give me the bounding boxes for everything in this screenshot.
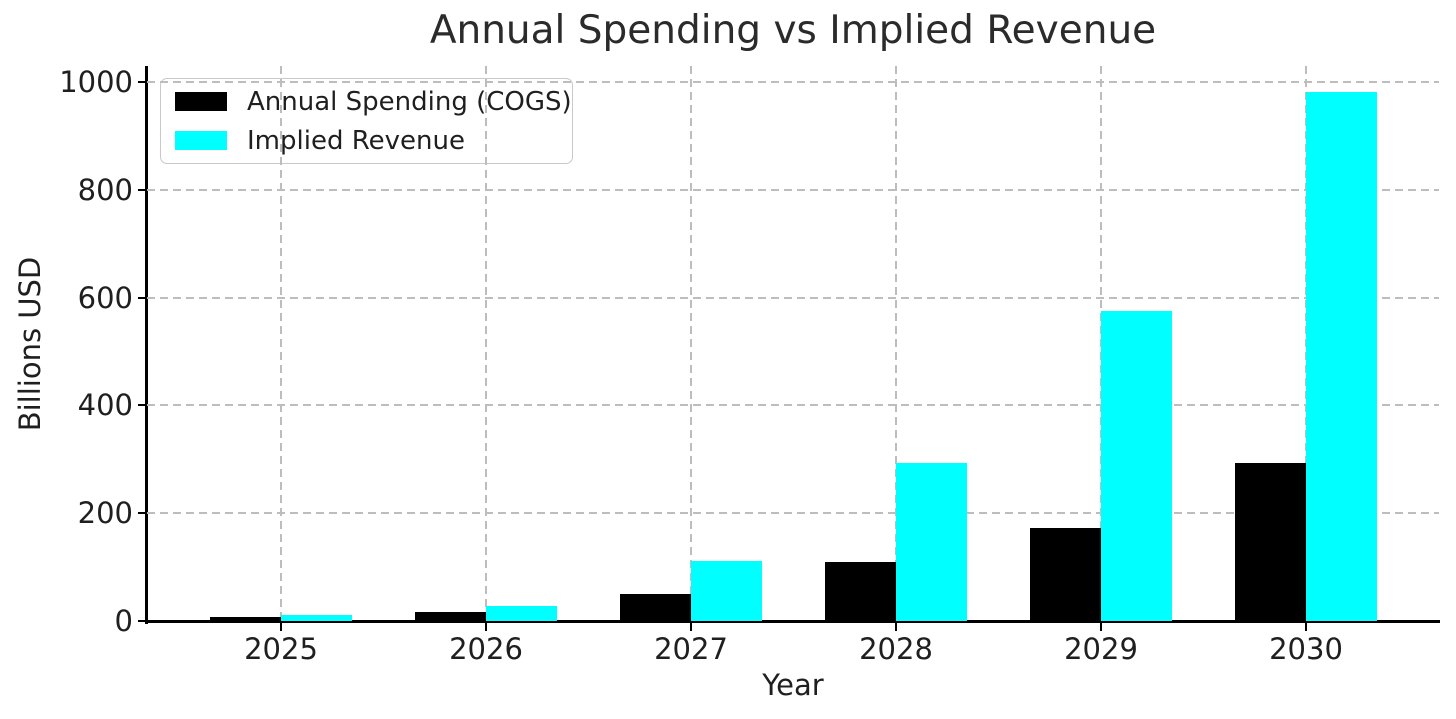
y-tick-label-800: 800 [77, 172, 133, 207]
x-tick-label-2025: 2025 [244, 632, 318, 666]
x-axis-spine [145, 620, 1440, 623]
gridline-y-400 [147, 404, 1439, 407]
y-tick-600 [138, 296, 147, 299]
bar-2025-revenue [281, 615, 352, 621]
gridline-x-2028 [895, 66, 897, 621]
bar-2027-revenue [691, 561, 762, 621]
gridline-x-2026 [485, 66, 487, 621]
legend-item-spending: Annual Spending (COGS) [175, 87, 572, 117]
gridline-y-200 [147, 512, 1439, 515]
x-tick-2026 [485, 622, 487, 631]
y-tick-1000 [138, 81, 147, 84]
bar-2029-revenue [1101, 311, 1172, 621]
bar-2027-spending [620, 594, 691, 621]
x-tick-2025 [280, 622, 282, 631]
bar-2026-revenue [486, 606, 557, 621]
legend-item-revenue: Implied Revenue [175, 126, 558, 156]
y-tick-200 [138, 512, 147, 515]
gridline-y-800 [147, 188, 1439, 191]
bar-2029-spending [1030, 528, 1101, 621]
x-tick-label-2030: 2030 [1269, 632, 1343, 666]
x-tick-2028 [895, 622, 897, 631]
x-tick-label-2029: 2029 [1064, 632, 1138, 666]
legend: Annual Spending (COGS) Implied Revenue [160, 78, 573, 164]
x-tick-label-2026: 2026 [449, 632, 523, 666]
x-tick-2030 [1305, 622, 1307, 631]
gridline-y-1000 [147, 81, 1439, 84]
legend-label-revenue: Implied Revenue [247, 125, 465, 156]
y-axis-spine [145, 66, 148, 624]
bar-2025-spending [210, 617, 281, 621]
y-tick-label-0: 0 [114, 604, 133, 638]
legend-swatch-revenue [175, 131, 227, 150]
y-tick-0 [138, 620, 147, 622]
x-tick-2029 [1100, 622, 1102, 631]
chart-title: Annual Spending vs Implied Revenue [429, 8, 1157, 53]
x-tick-label-2028: 2028 [859, 632, 933, 666]
legend-swatch-spending [175, 92, 227, 111]
bar-2028-revenue [896, 463, 967, 621]
y-tick-label-200: 200 [77, 496, 133, 531]
bar-2028-spending [825, 562, 896, 621]
x-axis-label: Year [762, 668, 824, 702]
y-tick-label-1000: 1000 [59, 65, 133, 100]
legend-label-spending: Annual Spending (COGS) [247, 86, 572, 117]
bar-2030-spending [1235, 463, 1306, 621]
bar-2030-revenue [1306, 92, 1377, 621]
gridline-y-600 [147, 296, 1439, 299]
y-tick-400 [138, 404, 147, 407]
y-tick-label-600: 600 [77, 280, 133, 315]
x-tick-2027 [690, 622, 692, 631]
gridline-x-2025 [280, 66, 282, 621]
y-tick-800 [138, 188, 147, 191]
x-tick-label-2027: 2027 [654, 632, 728, 666]
y-tick-label-400: 400 [77, 388, 133, 423]
bar-2026-spending [415, 612, 486, 621]
gridline-x-2027 [690, 66, 692, 621]
